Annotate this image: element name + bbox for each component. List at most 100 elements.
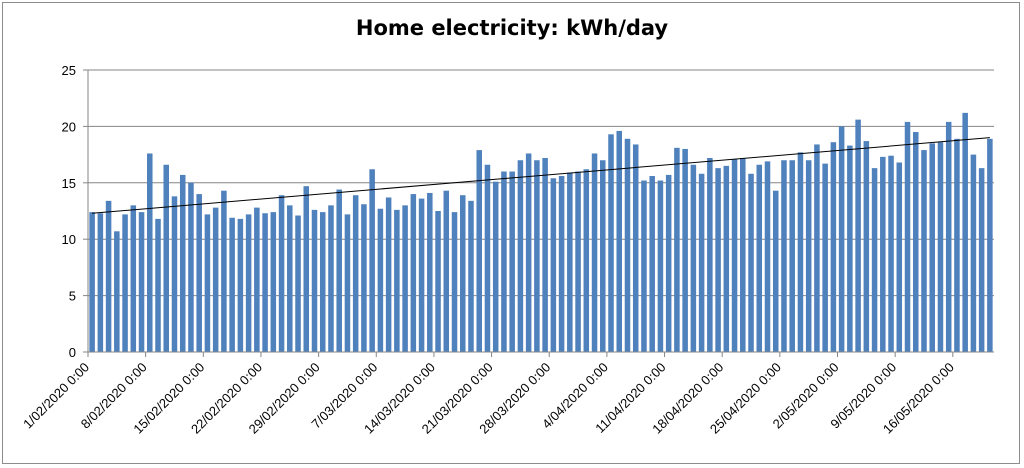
y-tick-label: 5 xyxy=(69,289,76,304)
bar xyxy=(847,145,853,352)
bar xyxy=(772,190,779,352)
bar xyxy=(237,218,244,352)
bar xyxy=(855,119,861,353)
bar xyxy=(155,218,161,352)
bar xyxy=(179,174,186,352)
y-tick-label: 10 xyxy=(62,232,76,247)
bar xyxy=(344,214,351,352)
bar xyxy=(707,157,713,352)
bar xyxy=(657,180,664,352)
bar xyxy=(805,160,812,352)
bar xyxy=(484,164,491,352)
bar xyxy=(871,168,878,352)
bar xyxy=(600,160,606,352)
bar xyxy=(978,168,985,352)
bar xyxy=(822,163,828,352)
bar xyxy=(764,161,771,352)
bar xyxy=(591,153,598,352)
bar xyxy=(303,186,310,352)
bar xyxy=(138,212,145,352)
bar xyxy=(492,181,499,352)
bar xyxy=(114,231,120,352)
bar xyxy=(838,126,845,353)
bar xyxy=(880,156,886,352)
bar xyxy=(690,164,697,352)
bar xyxy=(361,204,367,352)
bar xyxy=(443,190,450,352)
bar xyxy=(262,213,268,352)
y-tick-label: 25 xyxy=(62,63,76,78)
bar xyxy=(221,190,227,352)
bar xyxy=(402,205,408,352)
bar xyxy=(740,157,746,352)
bar xyxy=(682,148,688,352)
bar xyxy=(558,176,565,352)
bar xyxy=(912,132,919,352)
bar xyxy=(459,195,466,352)
bar xyxy=(385,197,392,352)
bar xyxy=(451,212,458,352)
bar xyxy=(789,160,795,352)
bar xyxy=(501,171,507,352)
bar xyxy=(616,130,623,352)
bar xyxy=(328,205,334,352)
bar xyxy=(89,212,95,352)
bar xyxy=(352,195,359,352)
bar xyxy=(270,212,277,352)
bar xyxy=(188,182,194,352)
chart-title: Home electricity: kWh/day xyxy=(355,16,669,40)
bar xyxy=(665,174,672,352)
bar xyxy=(212,207,219,352)
bar xyxy=(624,138,631,352)
bar xyxy=(204,214,211,352)
bar xyxy=(369,169,375,352)
bar xyxy=(278,195,285,352)
bar xyxy=(525,153,532,352)
bar xyxy=(567,172,573,352)
y-tick-label: 20 xyxy=(62,119,76,134)
bar xyxy=(954,138,960,352)
bar xyxy=(731,159,738,352)
bar xyxy=(896,162,903,352)
bar xyxy=(229,217,235,352)
bar xyxy=(632,144,639,352)
bar xyxy=(97,213,104,352)
bar xyxy=(295,215,301,352)
bar xyxy=(377,208,384,352)
bar xyxy=(987,138,993,352)
bar xyxy=(319,212,326,352)
bar xyxy=(542,157,548,352)
bar xyxy=(608,134,614,352)
bar xyxy=(649,176,655,352)
bar xyxy=(863,141,870,352)
bar xyxy=(723,165,730,352)
bar xyxy=(575,171,581,352)
bar xyxy=(147,153,153,352)
bar xyxy=(287,205,293,352)
bar xyxy=(715,168,721,352)
trendline xyxy=(92,137,990,214)
bar xyxy=(641,180,647,352)
bar xyxy=(517,160,524,352)
bar xyxy=(781,160,787,352)
bar xyxy=(904,121,911,352)
bar xyxy=(418,198,425,352)
y-tick-label: 0 xyxy=(69,345,76,360)
bar xyxy=(970,154,977,352)
bar xyxy=(674,147,680,352)
bar xyxy=(105,200,112,352)
bar xyxy=(921,150,927,352)
bar xyxy=(830,142,837,352)
bar xyxy=(945,121,952,352)
bar xyxy=(756,164,763,352)
bar xyxy=(254,207,260,352)
bar xyxy=(196,194,202,352)
bar xyxy=(797,152,804,352)
bar xyxy=(698,173,705,352)
bar xyxy=(888,155,894,352)
bar xyxy=(509,171,515,352)
bar xyxy=(163,164,170,352)
bar xyxy=(130,205,137,352)
bar xyxy=(937,142,944,352)
